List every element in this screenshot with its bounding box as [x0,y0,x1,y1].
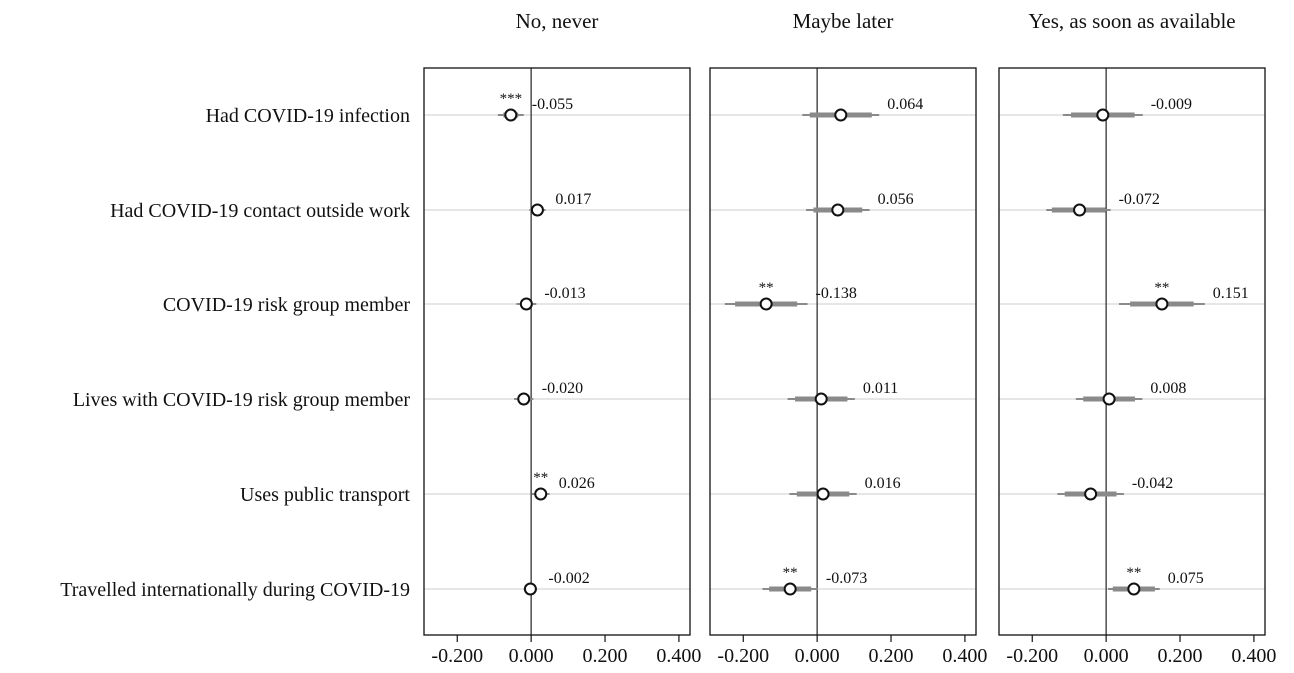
value-label: -0.020 [542,380,583,397]
estimate-point [834,108,848,122]
x-tick-label: 0.200 [1158,645,1203,667]
category-label: Had COVID-19 infection [206,105,410,127]
x-tick-label: -0.200 [717,645,769,667]
significance-label: ** [1126,565,1141,581]
value-label: -0.009 [1151,96,1192,113]
value-label: -0.073 [826,570,867,587]
x-tick-label: 0.400 [1231,645,1276,667]
panel-title: Yes, as soon as available [1028,9,1235,33]
estimate-point [1073,203,1087,217]
estimate-point [534,487,548,501]
panel-title: Maybe later [793,9,894,33]
panel-2: Maybe later -0.200 0.000 0.200 0.400 0.064 0.0… [709,9,987,667]
estimate-point [1084,487,1098,501]
value-label: -0.002 [548,570,589,587]
value-label: 0.064 [887,96,923,113]
x-tick-label: 0.200 [583,645,628,667]
category-label: Had COVID-19 contact outside work [110,200,410,222]
value-label: -0.013 [544,285,585,302]
value-label: 0.016 [865,475,901,492]
value-label: 0.017 [555,191,591,208]
panel-1: No, never -0.200 0.000 0.200 0.400 -0.055 *** 0… [423,9,701,667]
x-tick-label: 0.000 [509,645,554,667]
value-label: -0.072 [1119,191,1160,208]
estimate-point [814,392,828,406]
value-label: -0.138 [816,285,857,302]
significance-label: ** [533,470,548,486]
x-tick-label: 0.000 [795,645,840,667]
estimate-point [816,487,830,501]
estimate-point [523,582,537,596]
value-label: 0.151 [1213,285,1249,302]
panel-frame [709,67,977,636]
x-tick-label: -0.200 [1006,645,1058,667]
panel-frame [998,67,1266,636]
value-label: -0.042 [1132,475,1173,492]
value-label: 0.026 [559,475,595,492]
panel-title: No, never [516,9,599,33]
significance-label: *** [500,91,523,107]
estimate-point [1155,297,1169,311]
value-label: 0.011 [863,380,898,397]
estimate-point [1096,108,1110,122]
estimate-point [504,108,518,122]
value-label: -0.055 [532,96,573,113]
x-tick-label: 0.000 [1084,645,1129,667]
estimate-point [530,203,544,217]
estimate-point [1102,392,1116,406]
significance-label: ** [783,565,798,581]
x-tick-label: -0.200 [431,645,483,667]
category-label: Lives with COVID-19 risk group member [73,389,411,411]
category-label: Travelled internationally during COVID-1… [60,579,410,601]
x-tick-label: 0.200 [869,645,914,667]
estimate-point [519,297,533,311]
estimate-point [783,582,797,596]
panel-3: Yes, as soon as available -0.200 0.000 0.20… [998,9,1276,667]
estimate-point [517,392,531,406]
estimate-point [759,297,773,311]
significance-label: ** [1154,280,1169,296]
x-tick-label: 0.400 [656,645,701,667]
value-label: 0.008 [1150,380,1186,397]
estimate-point [831,203,845,217]
x-tick-label: 0.400 [942,645,987,667]
value-label: 0.056 [878,191,914,208]
significance-label: ** [759,280,774,296]
panel-frame [423,67,691,636]
category-label: COVID-19 risk group member [163,294,411,316]
value-label: 0.075 [1168,570,1204,587]
category-label: Uses public transport [240,484,410,506]
estimate-point [1127,582,1141,596]
